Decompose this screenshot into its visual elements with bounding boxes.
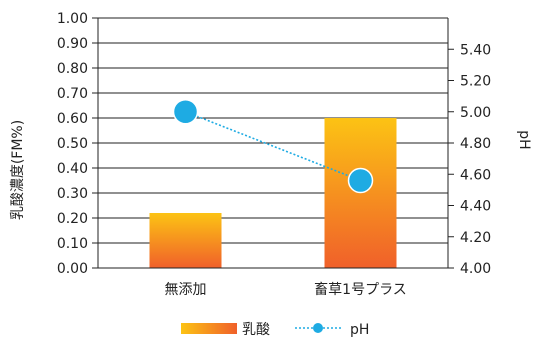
bar xyxy=(149,213,222,268)
ph-point xyxy=(172,99,199,125)
left-tick-label: 0.30 xyxy=(57,186,88,202)
right-tick-label: 4.20 xyxy=(460,230,491,246)
left-tick-label: 0.00 xyxy=(57,261,88,277)
legend: 乳酸 pH xyxy=(181,322,369,338)
ph-point xyxy=(347,167,374,194)
legend-swatch-lactic-acid xyxy=(181,323,237,334)
y-axis-title-left: 乳酸濃度(FM%) xyxy=(10,120,26,220)
legend-label-lactic-acid: 乳酸 xyxy=(242,322,270,338)
left-axis-ticks: 0.00 0.10 0.20 0.30 0.40 0.50 0.60 0.70 0.80 0.90… xyxy=(57,11,98,277)
category-labels: 無添加 畜草1号プラス xyxy=(165,282,407,298)
right-tick-label: 4.40 xyxy=(460,199,491,215)
left-tick-label: 0.80 xyxy=(57,61,88,77)
right-tick-label: 5.00 xyxy=(460,105,491,121)
ph-line xyxy=(185,111,361,182)
left-tick-label: 0.90 xyxy=(57,36,88,52)
right-tick-label: 4.60 xyxy=(460,167,491,183)
left-tick-label: 0.70 xyxy=(57,86,88,102)
category-label: 畜草1号プラス xyxy=(314,282,407,298)
line-series xyxy=(172,99,374,194)
left-tick-label: 0.20 xyxy=(57,211,88,227)
right-tick-label: 5.20 xyxy=(460,74,491,90)
right-tick-label: 4.00 xyxy=(460,261,491,277)
y-axis-title-right: pH xyxy=(516,130,532,149)
left-tick-label: 0.10 xyxy=(57,236,88,252)
left-tick-label: 0.60 xyxy=(57,111,88,127)
right-axis-ticks: 4.00 4.20 4.40 4.60 4.80 5.00 5.20 5.40 xyxy=(448,42,491,277)
bar-series xyxy=(149,118,397,268)
right-tick-label: 4.80 xyxy=(460,136,491,152)
left-tick-label: 0.40 xyxy=(57,161,88,177)
legend-label-ph: pH xyxy=(350,322,369,338)
right-tick-label: 5.40 xyxy=(460,42,491,58)
legend-marker-ph xyxy=(313,323,323,333)
category-label: 無添加 xyxy=(165,282,207,298)
left-tick-label: 0.50 xyxy=(57,136,88,152)
left-tick-label: 1.00 xyxy=(57,11,88,27)
